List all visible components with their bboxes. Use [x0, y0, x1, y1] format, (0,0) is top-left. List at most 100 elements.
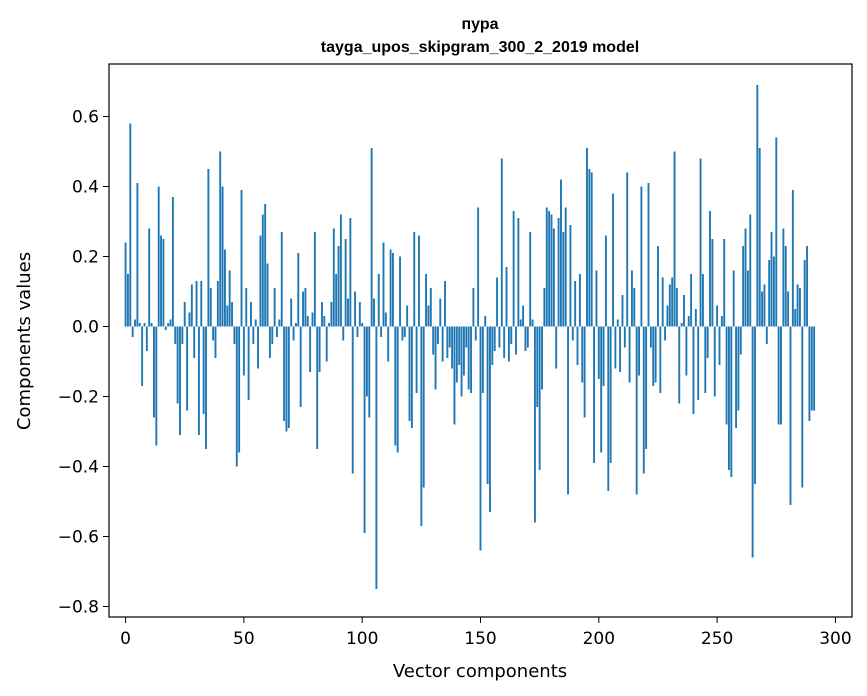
bar [342, 326, 345, 341]
bar [680, 323, 683, 327]
x-tick-label: 250 [701, 629, 733, 649]
bar [687, 316, 690, 327]
y-tick-label: 0.4 [72, 178, 99, 198]
bar [276, 326, 278, 337]
bar [396, 326, 399, 453]
bar [630, 270, 633, 327]
chart-title: пура [461, 16, 498, 33]
bar [287, 326, 290, 428]
bar [595, 270, 598, 327]
bar [791, 190, 794, 327]
bar [576, 326, 579, 365]
bar [813, 326, 816, 411]
bar [365, 326, 368, 397]
bar [500, 158, 503, 327]
bar [242, 326, 245, 376]
x-tick-label: 150 [464, 629, 496, 649]
bar [808, 326, 811, 421]
bar [197, 326, 200, 435]
bar [394, 326, 397, 446]
bar [730, 326, 733, 477]
x-axis-label: Vector components [393, 661, 567, 682]
bar [408, 326, 411, 421]
bar [425, 274, 428, 327]
bar [555, 326, 558, 369]
bar [370, 148, 373, 327]
bar [124, 242, 127, 327]
bar [512, 211, 515, 327]
bar [550, 214, 553, 327]
bar [392, 253, 394, 327]
bar [472, 288, 475, 327]
bar [586, 148, 588, 327]
bar [339, 214, 342, 327]
y-tick-label: −0.2 [58, 388, 99, 408]
bar [517, 218, 520, 327]
bar [418, 235, 420, 327]
bar [349, 218, 352, 327]
bar [306, 316, 309, 327]
bar [299, 326, 302, 407]
bar [803, 260, 806, 327]
bar [526, 326, 529, 348]
bar [481, 326, 484, 393]
bar [294, 323, 297, 327]
bar [697, 326, 700, 400]
bar [266, 263, 269, 327]
bar [219, 151, 222, 327]
bar [446, 326, 449, 358]
bar [344, 239, 347, 327]
bar [304, 288, 307, 327]
bar [524, 326, 527, 351]
bar [477, 207, 480, 327]
bar [673, 151, 676, 327]
bar [354, 291, 357, 327]
bar [737, 326, 740, 411]
bar [638, 326, 640, 376]
bar [297, 253, 300, 327]
bar [318, 326, 321, 372]
bar [609, 326, 612, 463]
bar [179, 326, 181, 435]
bar [257, 326, 260, 369]
bar [633, 288, 636, 327]
bar [410, 326, 413, 428]
bar [628, 326, 631, 383]
bar [505, 267, 508, 327]
bar [735, 326, 737, 428]
bar [280, 232, 283, 327]
bar [541, 326, 543, 390]
bar [784, 246, 787, 327]
bar [619, 326, 622, 372]
x-tick-label: 50 [233, 629, 255, 649]
bar [489, 326, 491, 512]
bar [328, 323, 330, 327]
bar [261, 214, 264, 327]
bar [704, 326, 707, 393]
bar [247, 326, 250, 400]
bar [316, 326, 319, 449]
bar [574, 281, 577, 327]
bar [666, 305, 669, 327]
bar [126, 274, 129, 327]
bar [164, 326, 167, 330]
bar [642, 326, 645, 474]
y-axis-label: Components values [14, 252, 35, 430]
bar [205, 326, 207, 449]
bar [413, 232, 416, 327]
bar [699, 158, 702, 327]
bar [486, 326, 489, 484]
bar [493, 326, 496, 351]
bar [626, 172, 629, 327]
bar [713, 326, 716, 397]
bar [578, 274, 581, 327]
bar [718, 326, 721, 365]
bar [711, 239, 714, 327]
bar [751, 326, 754, 558]
bar [148, 228, 151, 327]
bar [259, 235, 262, 327]
bar [420, 326, 423, 526]
bar [706, 326, 709, 358]
bar [233, 326, 236, 344]
bar [240, 190, 243, 327]
